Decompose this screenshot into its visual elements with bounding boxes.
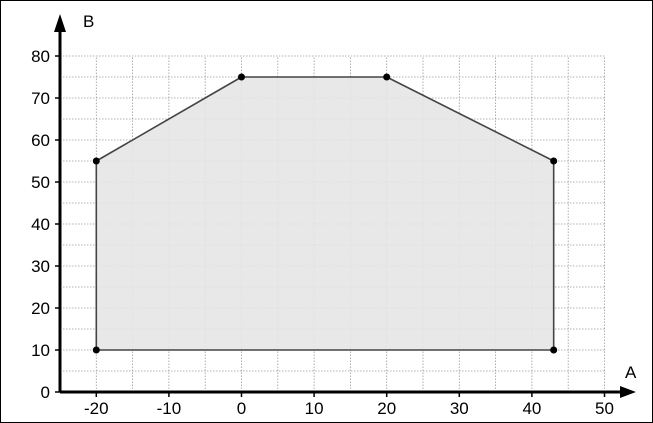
data-point xyxy=(550,157,558,165)
tick-labels: -20 -10 0 10 20 30 40 50 0 10 20 30 40 50 60 70 80 xyxy=(31,47,614,418)
data-point xyxy=(92,346,100,354)
x-tick-label: 40 xyxy=(522,399,541,418)
x-tick-label: 30 xyxy=(450,399,469,418)
data-point xyxy=(550,346,558,354)
data-point xyxy=(238,73,245,81)
axes xyxy=(54,14,636,398)
y-tick-label: 20 xyxy=(31,299,50,318)
y-tick-label: 0 xyxy=(41,383,50,402)
y-tick-label: 50 xyxy=(31,173,50,192)
y-tick-label: 60 xyxy=(31,131,50,150)
data-points xyxy=(92,73,558,354)
x-tick-label: -20 xyxy=(84,399,109,418)
y-tick-label: 40 xyxy=(31,215,50,234)
x-axis-label: A xyxy=(625,363,637,382)
y-axis-arrow-icon xyxy=(54,14,66,32)
x-tick-label: 20 xyxy=(377,399,396,418)
x-axis-arrow-icon xyxy=(620,386,636,398)
operating-region xyxy=(95,76,555,351)
x-tick-label: 0 xyxy=(237,399,246,418)
data-point xyxy=(383,73,391,81)
y-tick-label: 30 xyxy=(31,257,50,276)
y-tick-label: 80 xyxy=(31,47,50,66)
region-polygon xyxy=(95,76,555,351)
x-tick-label: 10 xyxy=(305,399,324,418)
y-tick-label: 70 xyxy=(31,89,50,108)
data-point xyxy=(92,157,100,165)
x-tick-label: -10 xyxy=(157,399,182,418)
x-tick-label: 50 xyxy=(595,399,614,418)
y-axis-label: B xyxy=(83,12,94,31)
y-tick-label: 10 xyxy=(31,341,50,360)
